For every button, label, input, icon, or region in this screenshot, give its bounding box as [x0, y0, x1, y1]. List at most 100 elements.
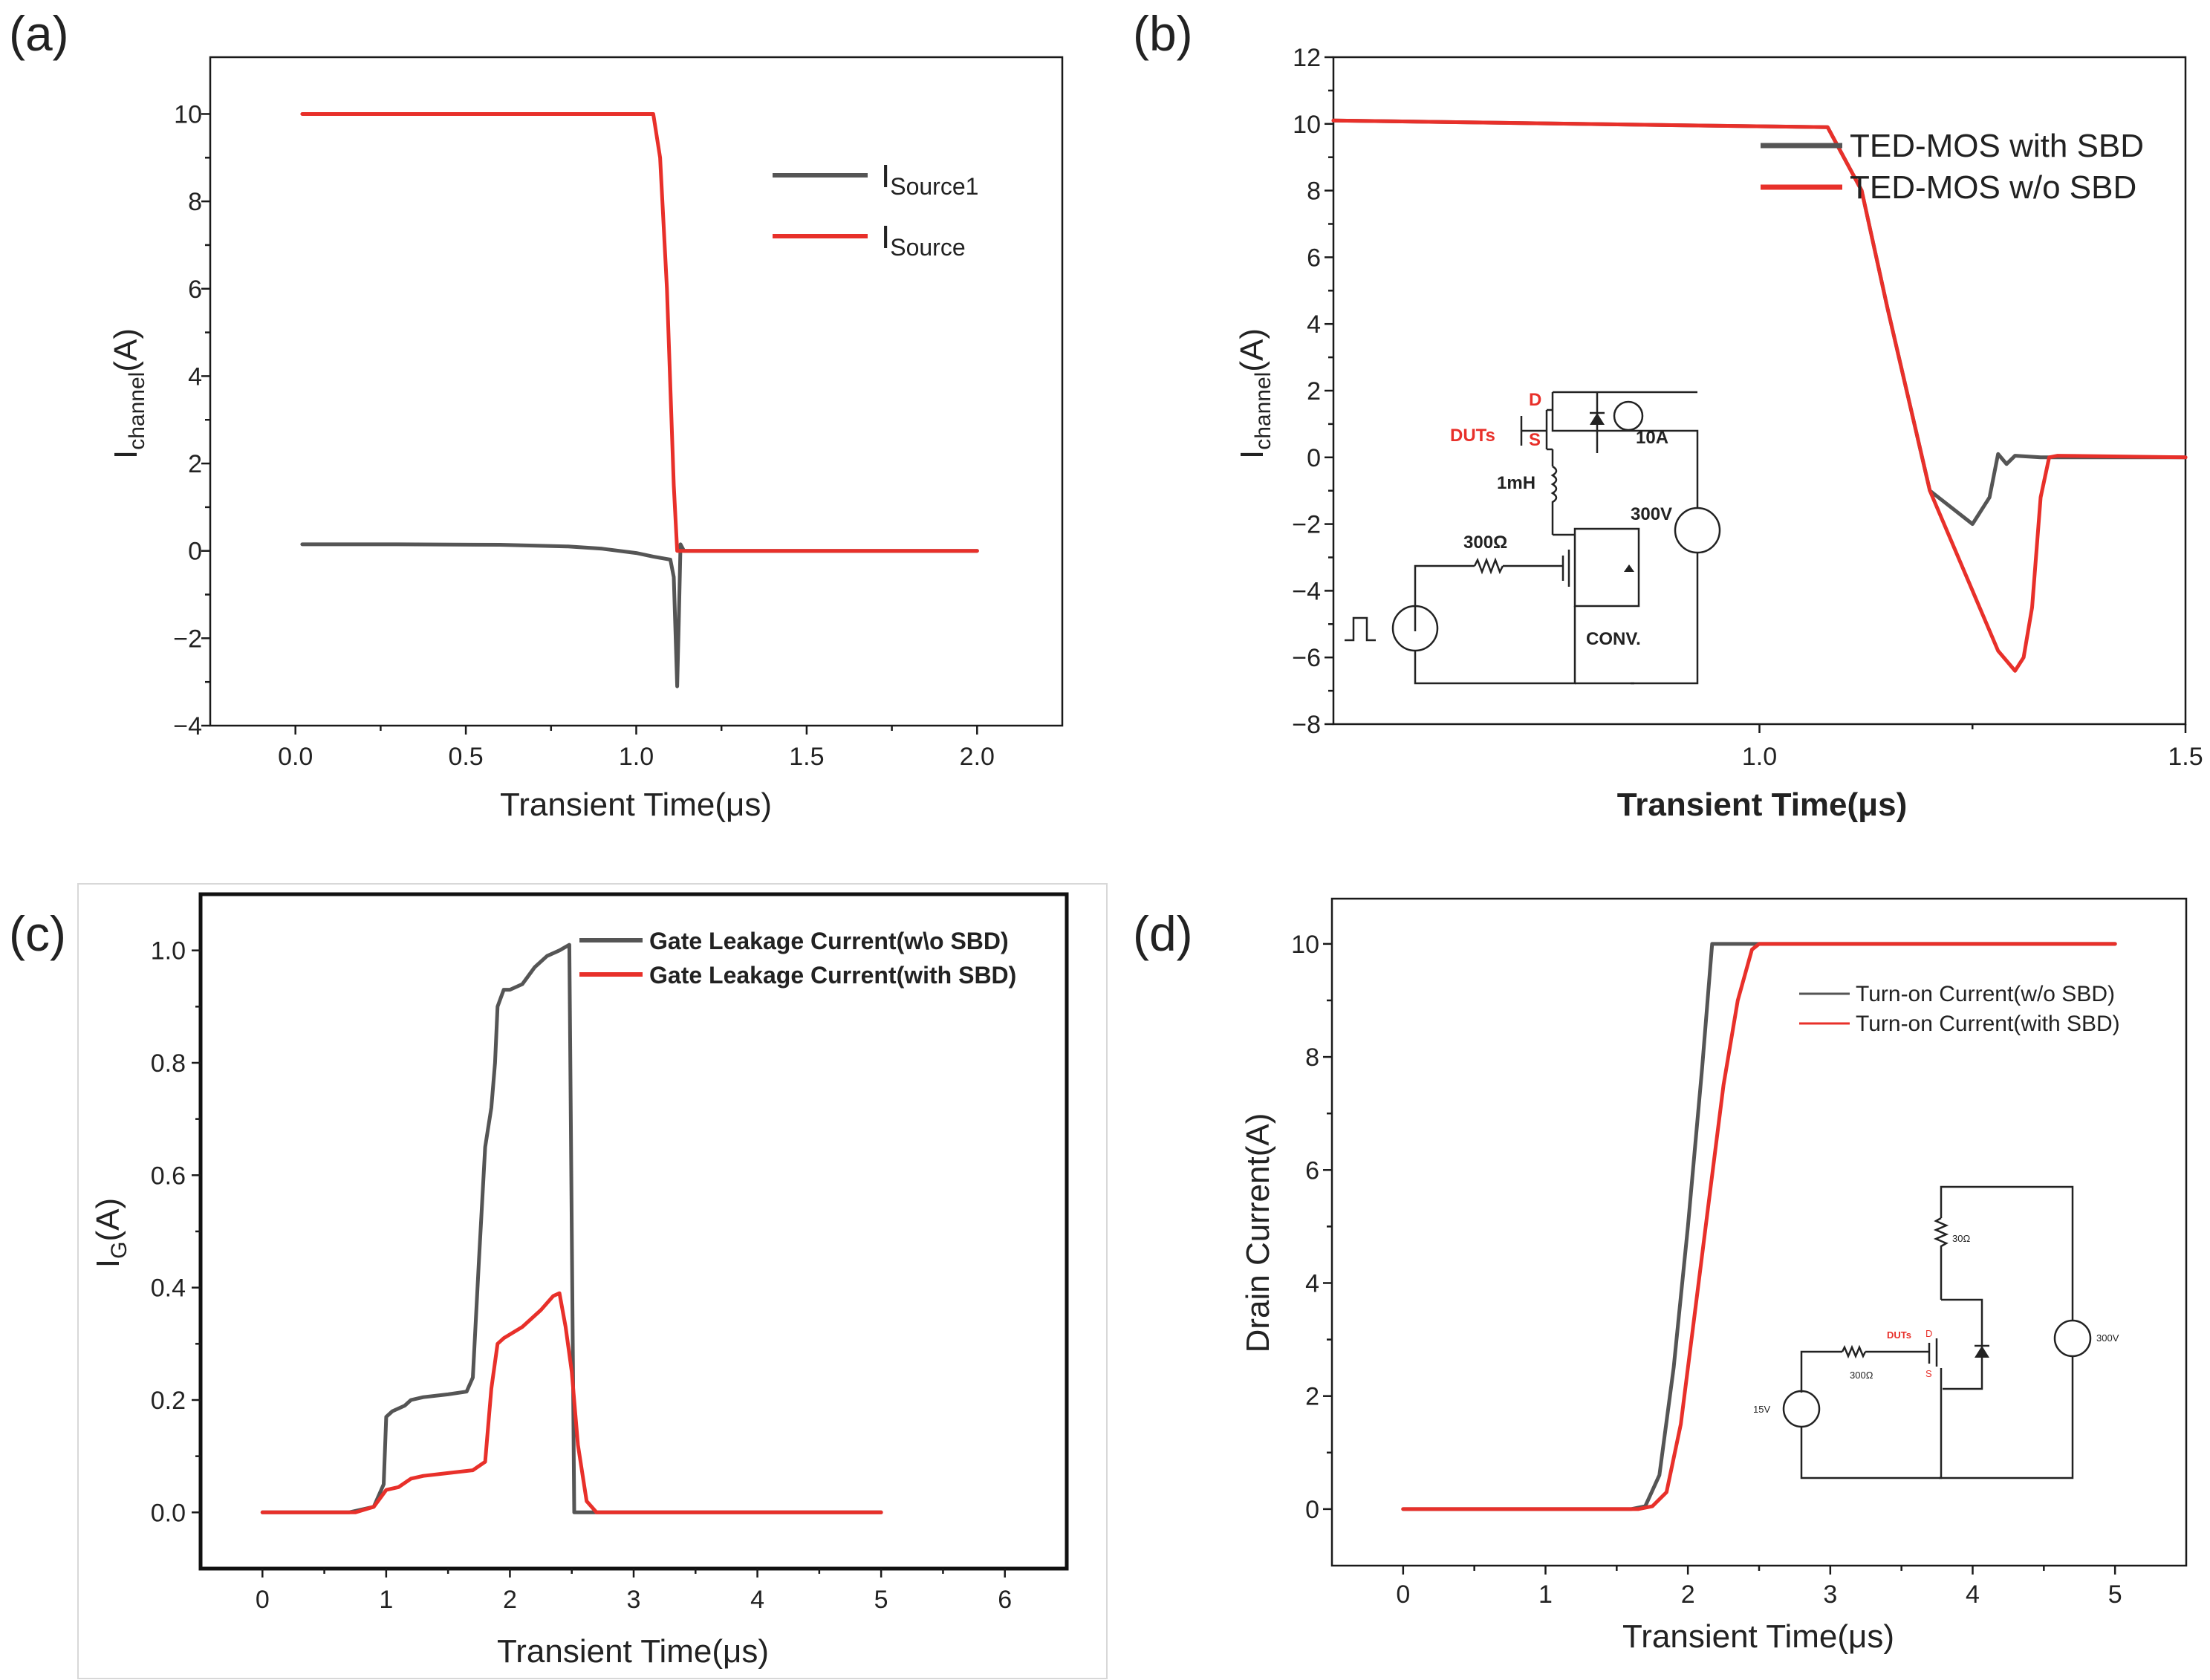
legend-label-turnon-with: Turn-on Current(with SBD)	[1856, 1012, 2120, 1036]
body-diode-icon	[1624, 564, 1634, 572]
inset-label-300ohm: 300Ω	[1463, 533, 1507, 553]
x-tick-label: 2	[503, 1586, 517, 1614]
panel-d-legend: Turn-on Current(w/o SBD) Turn-on Current…	[1799, 982, 2120, 1036]
y-tick-label: 0	[1307, 444, 1321, 472]
x-tick-label: 5	[874, 1586, 888, 1614]
converter-box	[1573, 527, 1640, 608]
y-tick-label: 0.6	[151, 1162, 186, 1190]
inset-label-s: S	[1925, 1368, 1932, 1379]
resistor-icon	[1933, 1217, 1949, 1261]
x-tick-label: 1.0	[619, 743, 654, 771]
series-line-red	[260, 1291, 883, 1514]
inset-label-15v: 15V	[1753, 1404, 1770, 1415]
legend-label-isource: ISource	[881, 219, 966, 261]
y-label-main: I	[108, 450, 144, 459]
y-tick-label: 4	[1307, 310, 1321, 339]
panel-a-plot-frame	[209, 56, 1064, 727]
y-label-sub: channel	[125, 372, 149, 450]
x-tick-label: 4	[750, 1586, 764, 1614]
panel-a: (a) 0.0 0.5 1.0 1.5 2.0 −4 −2 0 2 4 6 8 10 Ichannel(…	[9, 6, 1064, 823]
y-tick-label: 8	[1307, 178, 1321, 206]
pulse-waveform-icon	[1345, 616, 1376, 642]
y-tick-label: 4	[188, 362, 202, 391]
y-tick-label: 2	[1305, 1383, 1319, 1411]
series-line-red	[1331, 118, 2188, 673]
y-tick-label: −2	[173, 625, 202, 653]
y-tick-label: 12	[1293, 44, 1321, 72]
y-tick-label: 10	[1291, 931, 1319, 959]
panel-b-y-axis-label: Ichannel(A)	[1234, 328, 1275, 459]
panel-c-series	[260, 942, 883, 1514]
panel-b-axes: 1.0 1.5 −8 −6 −4 −2 0 2 4 6 8 10 12	[1292, 44, 2203, 771]
panel-c-border	[77, 883, 1108, 1679]
panel-c-label: (c)	[9, 906, 66, 961]
y-tick-label: 6	[188, 276, 202, 304]
panel-a-legend: ISource1 ISource	[773, 158, 978, 261]
dc-source-icon	[1674, 507, 1721, 554]
inset-label-1mh: 1mH	[1497, 473, 1535, 493]
circuit-wire	[1414, 606, 1576, 685]
y-tick-label: 10	[1293, 111, 1321, 139]
panel-d-inset-circuit: 30Ω DUTs D S 300Ω 15V 300V	[1753, 1185, 2119, 1479]
y-tick-label: −8	[1292, 711, 1321, 739]
circuit-wire	[1551, 392, 1699, 685]
resistor-icon	[1473, 557, 1504, 575]
panel-b-legend: TED-MOS with SBD TED-MOS w/o SBD	[1761, 128, 2144, 206]
x-tick-label: 3	[1823, 1580, 1837, 1609]
gate-source-icon	[1782, 1390, 1821, 1428]
panel-a-axes: 0.0 0.5 1.0 1.5 2.0 −4 −2 0 2 4 6 8 10	[173, 100, 995, 771]
resistor-icon	[1841, 1344, 1867, 1359]
panel-b-x-axis-label: Transient Time(μs)	[1617, 787, 1907, 823]
x-tick-label: 0.0	[278, 743, 313, 771]
x-tick-label: 1	[1538, 1580, 1553, 1609]
panel-c-plot-frame	[198, 892, 1069, 1571]
y-tick-label: 0.0	[151, 1499, 186, 1527]
y-tick-label: 4	[1305, 1269, 1319, 1298]
inset-label-30ohm: 30Ω	[1952, 1233, 1970, 1244]
x-tick-label: 0	[256, 1586, 270, 1614]
legend-label-with-sbd: TED-MOS with SBD	[1850, 128, 2144, 164]
panel-d-label: (d)	[1133, 906, 1193, 961]
legend-label-isource1: ISource1	[881, 158, 978, 200]
y-tick-label: 8	[1305, 1044, 1319, 1072]
inset-label-conv: CONV.	[1586, 629, 1641, 649]
legend-label-gate-with: Gate Leakage Current(with SBD)	[649, 962, 1016, 989]
inset-label-d: D	[1529, 390, 1541, 410]
y-tick-label: 0.2	[151, 1387, 186, 1415]
inset-label-s: S	[1529, 430, 1541, 450]
panel-d-y-axis-label: Drain Current(A)	[1240, 1113, 1276, 1353]
x-tick-label: 3	[627, 1586, 641, 1614]
panel-a-series	[300, 112, 979, 688]
circuit-wire	[1414, 564, 1475, 631]
panel-c-axes: 0 1 2 3 4 5 6 0.0 0.2 0.4 0.6 0.8 1.0	[151, 937, 1012, 1614]
series-line-red	[1401, 942, 2117, 1511]
y-tick-label: −6	[1292, 644, 1321, 672]
current-source-icon	[1613, 400, 1644, 432]
panel-b-label: (b)	[1133, 6, 1193, 61]
circuit-wire	[1939, 1185, 2074, 1479]
panel-d-x-axis-label: Transient Time(μs)	[1622, 1618, 1894, 1655]
legend-label-gate-wo: Gate Leakage Current(w\o SBD)	[649, 928, 1009, 954]
panel-a-y-axis-label: Ichannel(A)	[108, 328, 149, 459]
panel-d: (d) 0 1 2 3 4 5 0 2 4 6 8 10 Drain Current(A) Trans…	[1133, 897, 2188, 1655]
inset-label-300ohm: 300Ω	[1850, 1370, 1873, 1381]
diode-icon	[1975, 1346, 1989, 1358]
x-tick-label: 2	[1681, 1580, 1695, 1609]
panel-c-x-axis-label: Transient Time(μs)	[497, 1633, 769, 1670]
y-tick-label: 2	[1307, 377, 1321, 406]
x-tick-label: 1.5	[789, 743, 824, 771]
panel-b-series	[1331, 118, 2188, 673]
panel-d-series	[1401, 942, 2117, 1511]
circuit-wire	[1800, 1350, 1842, 1393]
svg-text:IG(A): IG(A)	[90, 1198, 131, 1268]
circuit-wire	[1800, 1368, 1943, 1479]
x-tick-label: 2.0	[960, 743, 995, 771]
y-tick-label: 8	[188, 188, 202, 216]
series-line-red	[300, 112, 979, 553]
panel-d-axes: 0 1 2 3 4 5 0 2 4 6 8 10	[1291, 931, 2122, 1609]
panel-a-label: (a)	[9, 6, 69, 61]
y-tick-label: −2	[1292, 511, 1321, 539]
y-tick-label: 10	[174, 100, 202, 128]
